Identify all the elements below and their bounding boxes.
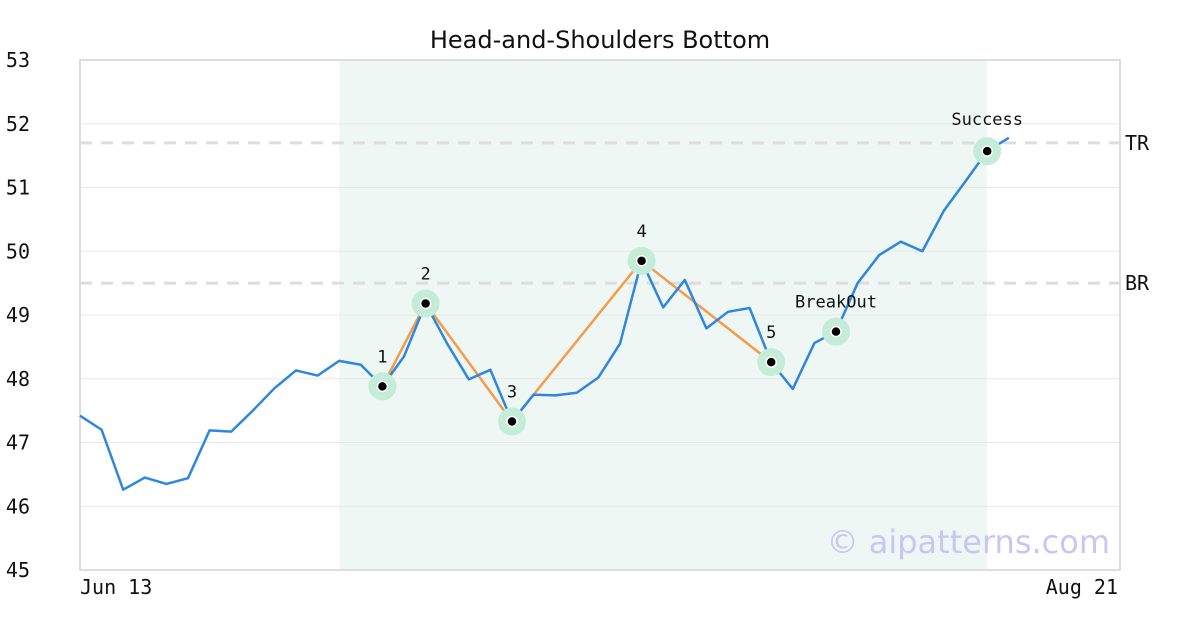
reference-label-br: BR: [1125, 271, 1150, 295]
y-tick-label: 50: [6, 239, 30, 263]
breakout-point: [830, 325, 842, 338]
pattern-point-1-point: [376, 380, 389, 393]
reference-lines: TR BR: [80, 131, 1150, 295]
y-tick-label: 52: [6, 112, 30, 136]
chart-title: Head-and-Shoulders Bottom: [430, 26, 770, 54]
pattern-point-5-label: 5: [766, 323, 776, 343]
pattern-point-2-point: [419, 297, 432, 310]
y-tick-label: 46: [6, 494, 30, 518]
success-point: [981, 145, 993, 157]
pattern-point-2-label: 2: [420, 265, 430, 285]
pattern-point-3-point: [506, 415, 518, 428]
y-axis-ticks: 45 46 47 48 49 50 51 52 53: [6, 48, 30, 582]
x-tick-label-start: Jun 13: [80, 575, 152, 599]
y-tick-label: 51: [6, 176, 30, 200]
pattern-point-1-label: 1: [377, 347, 387, 367]
y-tick-label: 49: [6, 303, 30, 327]
reference-label-tr: TR: [1125, 131, 1150, 155]
pattern-point-4-label: 4: [636, 222, 646, 242]
pattern-point-4-point: [635, 255, 648, 267]
pattern-point-3-label: 3: [507, 382, 517, 402]
y-tick-label: 45: [6, 558, 30, 582]
watermark: © aipatterns.com: [827, 523, 1110, 561]
y-tick-label: 48: [6, 367, 30, 391]
y-tick-label: 53: [6, 48, 30, 72]
price-line: [79, 136, 1010, 491]
breakout-label: BreakOut: [795, 293, 877, 313]
success-label: Success: [951, 110, 1023, 130]
pattern-markers: 1 2 3 4 5 BreakOut Success: [368, 110, 1023, 436]
y-tick-label: 47: [6, 431, 30, 455]
grid-lines: [80, 123, 1120, 507]
x-tick-label-end: Aug 21: [1046, 575, 1118, 599]
plot-frame: [79, 59, 1121, 571]
pattern-point-5-point: [765, 356, 777, 368]
